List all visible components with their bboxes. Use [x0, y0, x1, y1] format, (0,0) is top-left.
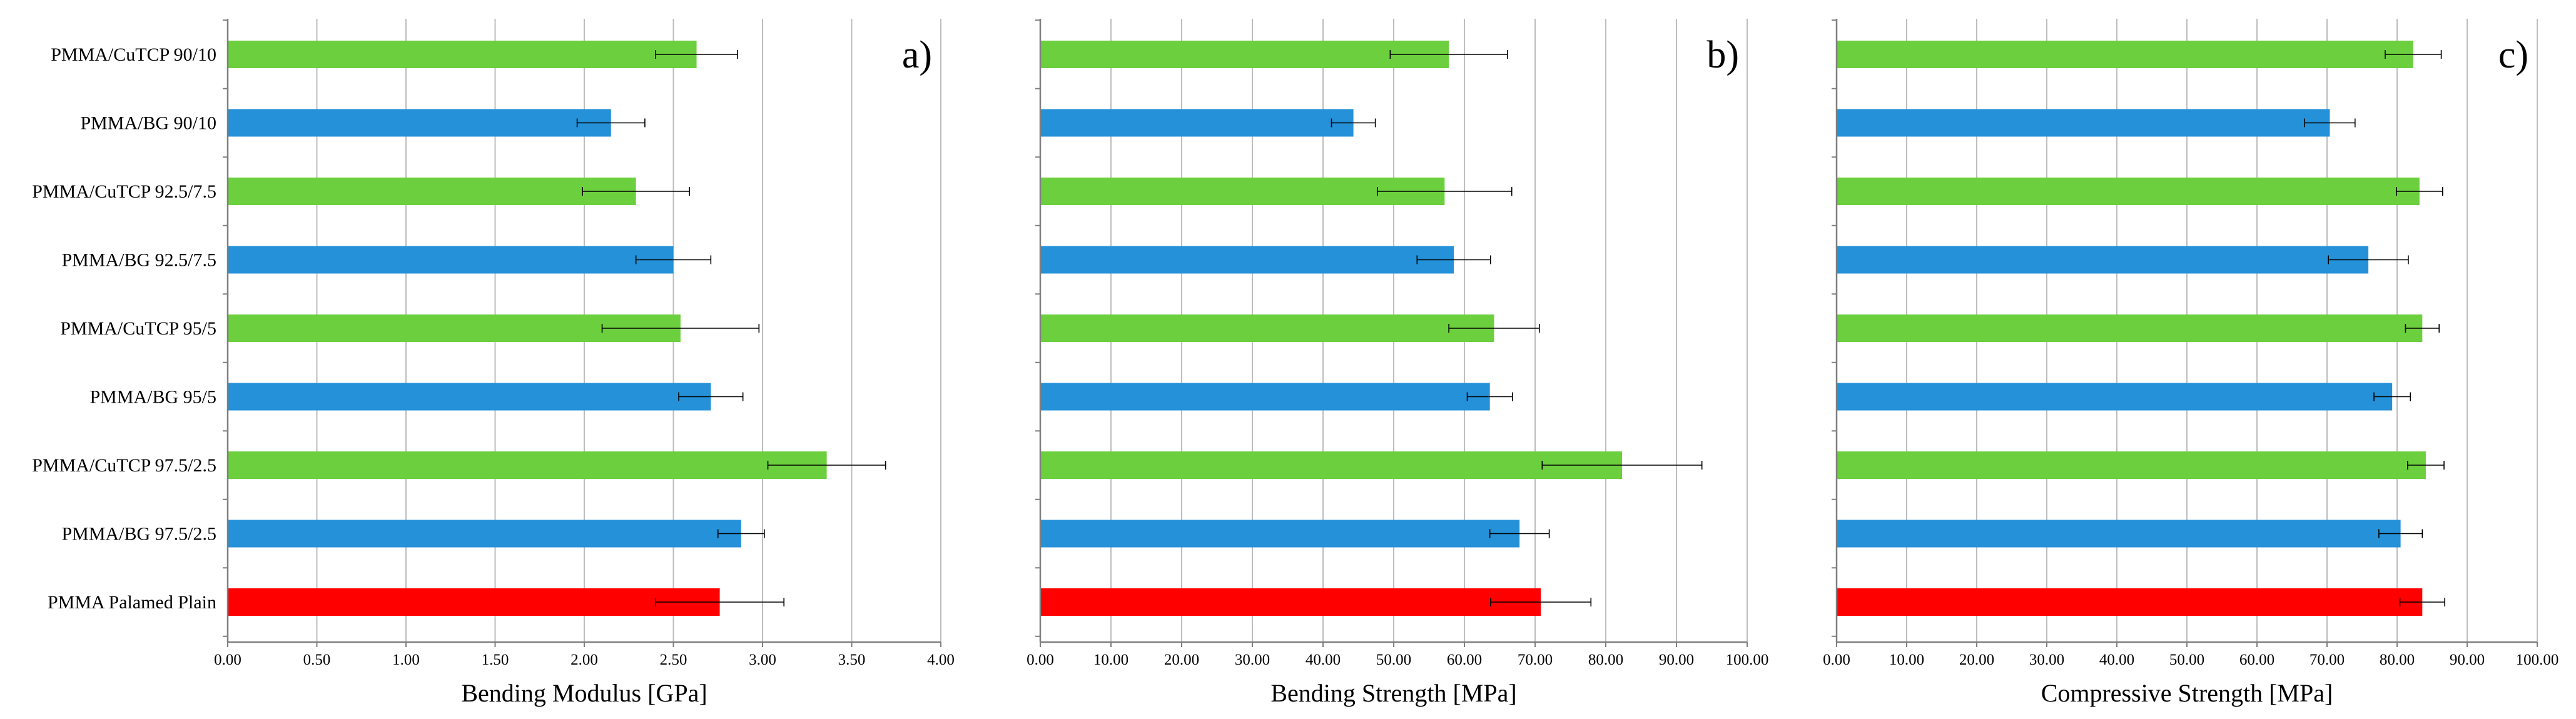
x-tick-label: 0.00 [214, 651, 241, 668]
x-tick-label: 80.00 [1588, 651, 1623, 668]
x-tick-label: 70.00 [1518, 651, 1553, 668]
bar [1040, 588, 1541, 616]
category-label: PMMA/CuTCP 90/10 [51, 44, 216, 65]
x-tick-label: 30.00 [2029, 651, 2064, 668]
x-tick-label: 50.00 [1376, 651, 1411, 668]
x-tick-label: 70.00 [2310, 651, 2345, 668]
bar [1837, 520, 2401, 548]
bar [228, 109, 611, 137]
panel-label: c) [2498, 34, 2528, 76]
x-axis-title: Bending Strength [MPa] [1270, 679, 1516, 707]
x-tick-label: 2.50 [660, 651, 687, 668]
panel-label: b) [1706, 34, 1739, 76]
category-label: PMMA Palamed Plain [48, 592, 216, 613]
x-tick-label: 100.00 [2516, 651, 2559, 668]
bar [1040, 246, 1454, 274]
x-tick-label: 10.00 [1889, 651, 1924, 668]
bar [1837, 314, 2423, 342]
x-tick-label: 3.00 [749, 651, 776, 668]
bar [228, 41, 697, 68]
x-tick-label: 50.00 [2169, 651, 2204, 668]
panel-bending-strength: 0.00 10.00 20.00 30.00 40.00 50.00 60.00 70.00 8… [1027, 19, 1768, 707]
x-tick-label: 10.00 [1093, 651, 1128, 668]
bar [1837, 178, 2420, 205]
x-tick-label: 40.00 [2099, 651, 2134, 668]
x-tick-label: 20.00 [1164, 651, 1199, 668]
bar [1040, 520, 1520, 548]
category-label: PMMA/CuTCP 97.5/2.5 [32, 455, 216, 476]
bar [1040, 109, 1354, 137]
bar [228, 383, 711, 411]
bar [1837, 451, 2426, 479]
x-axis-title: Compressive Strength [MPa] [2041, 679, 2333, 707]
bar [228, 246, 674, 274]
x-tick-label: 0.00 [1027, 651, 1054, 668]
bar [1040, 41, 1449, 68]
x-tick-label: 30.00 [1235, 651, 1270, 668]
bar [1837, 383, 2393, 411]
x-tick-label: 90.00 [2450, 651, 2485, 668]
bar [1040, 314, 1494, 342]
category-label: PMMA/BG 92.5/7.5 [61, 250, 216, 271]
category-label: PMMA/BG 95/5 [89, 387, 216, 408]
x-tick-label: 60.00 [2239, 651, 2274, 668]
x-tick-label: 80.00 [2380, 651, 2415, 668]
bar [1040, 383, 1490, 411]
panel-label: a) [902, 34, 932, 76]
x-tick-label: 1.50 [482, 651, 509, 668]
x-tick-label: 20.00 [1959, 651, 1994, 668]
bar [228, 520, 741, 548]
category-label: PMMA/CuTCP 95/5 [60, 318, 216, 339]
category-label: PMMA/CuTCP 92.5/7.5 [32, 181, 216, 202]
x-tick-label: 0.50 [303, 651, 331, 668]
x-tick-label: 2.00 [570, 651, 598, 668]
panel-bending-modulus: 0.00 0.50 1.00 1.50 2.00 2.50 3.00 3.50 4.00 PMMA… [32, 19, 955, 707]
x-tick-label: 60.00 [1447, 651, 1482, 668]
category-label: PMMA/BG 97.5/2.5 [61, 524, 216, 545]
category-label: PMMA/BG 90/10 [80, 113, 216, 134]
bar [1837, 109, 2330, 137]
bar [1040, 451, 1622, 479]
x-tick-label: 40.00 [1306, 651, 1341, 668]
panel-compressive-strength: 0.00 10.00 20.00 30.00 40.00 50.00 60.00 70.00 8… [1823, 19, 2558, 707]
bar [1837, 246, 2369, 274]
x-axis-title: Bending Modulus [GPa] [461, 679, 707, 707]
x-tick-label: 1.00 [392, 651, 420, 668]
x-tick-label: 3.50 [838, 651, 866, 668]
bar [228, 451, 827, 479]
bar [1837, 41, 2413, 68]
bar [228, 588, 720, 616]
bar [1837, 588, 2423, 616]
x-tick-label: 4.00 [927, 651, 955, 668]
x-tick-label: 0.00 [1823, 651, 1850, 668]
bar [228, 178, 636, 205]
x-tick-label: 100.00 [1726, 651, 1769, 668]
x-tick-label: 90.00 [1659, 651, 1694, 668]
